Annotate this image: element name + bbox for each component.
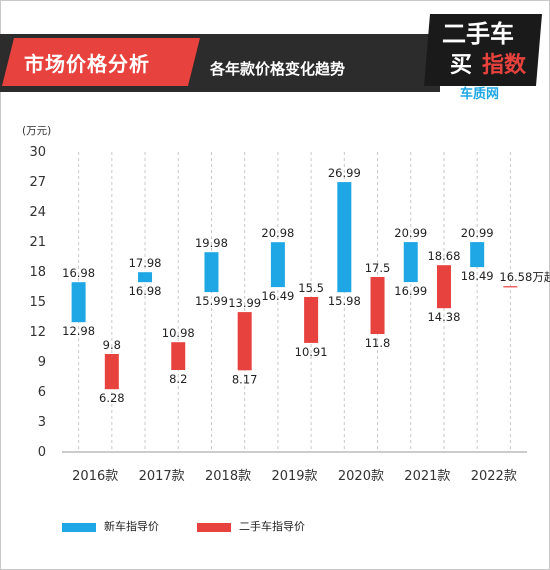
- legend-new-swatch: [62, 522, 96, 532]
- data-labels: 16.98 12.98 17.98 16.98 19.98 15.99 20.98 16.49…: [62, 166, 550, 405]
- data-label-high: 17.5: [365, 261, 391, 275]
- data-label-high: 18.68: [427, 249, 460, 263]
- data-label-high: 10.98: [162, 326, 195, 340]
- data-label-low: 10.91: [295, 345, 328, 359]
- data-label-low: 8.2: [169, 372, 187, 386]
- data-label-high: 16.98: [62, 266, 95, 280]
- data-label-high: 20.98: [261, 226, 294, 240]
- logo-line2a: 买: [450, 53, 472, 78]
- x-tick-label: 2022款: [471, 469, 517, 484]
- y-tick-label: 15: [29, 295, 46, 310]
- x-tick-label: 2020款: [338, 469, 384, 484]
- data-label-low: 8.17: [232, 372, 258, 386]
- data-label-high: 20.99: [461, 226, 494, 240]
- data-label-low: 12.98: [62, 324, 95, 338]
- used-price-bar: [304, 297, 319, 343]
- x-tick-label: 2021款: [404, 469, 450, 484]
- data-label-low: 16.49: [261, 289, 294, 303]
- data-label-high: 19.98: [195, 236, 228, 250]
- legend-new: 新车指导价: [62, 518, 159, 534]
- legend-used: 二手车指导价: [197, 518, 305, 534]
- data-label-high: 16.58万起: [499, 270, 550, 284]
- y-tick-label: 9: [38, 355, 46, 370]
- data-label-low: 15.98: [328, 294, 361, 308]
- used-price-bar: [171, 342, 186, 370]
- used-price-bar: [436, 265, 451, 309]
- used-price-bar: [503, 286, 518, 288]
- x-tick-label: 2016款: [72, 469, 118, 484]
- legend-used-label: 二手车指导价: [239, 520, 305, 533]
- used-price-bar: [237, 312, 252, 371]
- legend-new-label: 新车指导价: [104, 520, 159, 533]
- new-price-bar: [403, 242, 418, 283]
- data-label-high: 13.99: [228, 296, 261, 310]
- y-tick-label: 24: [29, 205, 46, 220]
- y-tick-label: 18: [29, 265, 46, 280]
- new-price-bar: [270, 242, 285, 288]
- page-subtitle: 各年款价格变化趋势: [210, 60, 346, 78]
- data-label-low: 11.8: [365, 336, 391, 350]
- page-title: 市场价格分析: [24, 52, 150, 76]
- logo-brand: 车质网: [460, 86, 499, 102]
- y-tick-label: 3: [38, 415, 46, 430]
- bars: [71, 182, 518, 390]
- used-price-bar: [370, 277, 385, 334]
- data-label-low: 18.49: [461, 269, 494, 283]
- y-tick-label: 0: [38, 445, 46, 460]
- y-tick-label: 21: [29, 235, 46, 250]
- x-tick-label: 2017款: [139, 469, 185, 484]
- data-label-low: 6.28: [99, 391, 125, 405]
- data-label-low: 14.38: [427, 310, 460, 324]
- legend-used-swatch: [197, 522, 231, 532]
- new-price-bar: [204, 252, 219, 293]
- data-label-high: 26.99: [328, 166, 361, 180]
- brand-logo: 二手车 买 指数 车质网: [424, 14, 542, 102]
- new-price-bar: [470, 242, 485, 268]
- used-price-bar: [104, 354, 119, 390]
- data-label-low: 15.99: [195, 294, 228, 308]
- y-tick-label: 30: [29, 145, 46, 160]
- new-price-bar: [138, 272, 153, 283]
- y-unit-label: (万元): [22, 125, 51, 137]
- data-label-high: 17.98: [129, 256, 162, 270]
- axes: (万元) 0 3 6 9 12 15 18 21 24 27 30 2016款 2017款 2018款 201…: [22, 125, 527, 484]
- data-label-low: 16.98: [129, 284, 162, 298]
- new-price-bar: [337, 182, 352, 293]
- y-tick-label: 27: [29, 175, 46, 190]
- data-label-low: 16.99: [394, 284, 427, 298]
- x-tick-label: 2018款: [205, 469, 251, 484]
- x-tick-label: 2019款: [271, 469, 317, 484]
- y-tick-label: 12: [29, 325, 46, 340]
- logo-line2b: 指数: [482, 52, 527, 78]
- data-label-high: 15.5: [298, 281, 324, 295]
- new-price-bar: [71, 282, 86, 323]
- y-tick-label: 6: [38, 385, 46, 400]
- logo-line1: 二手车: [442, 20, 514, 48]
- data-label-high: 9.8: [103, 338, 121, 352]
- data-label-high: 20.99: [394, 226, 427, 240]
